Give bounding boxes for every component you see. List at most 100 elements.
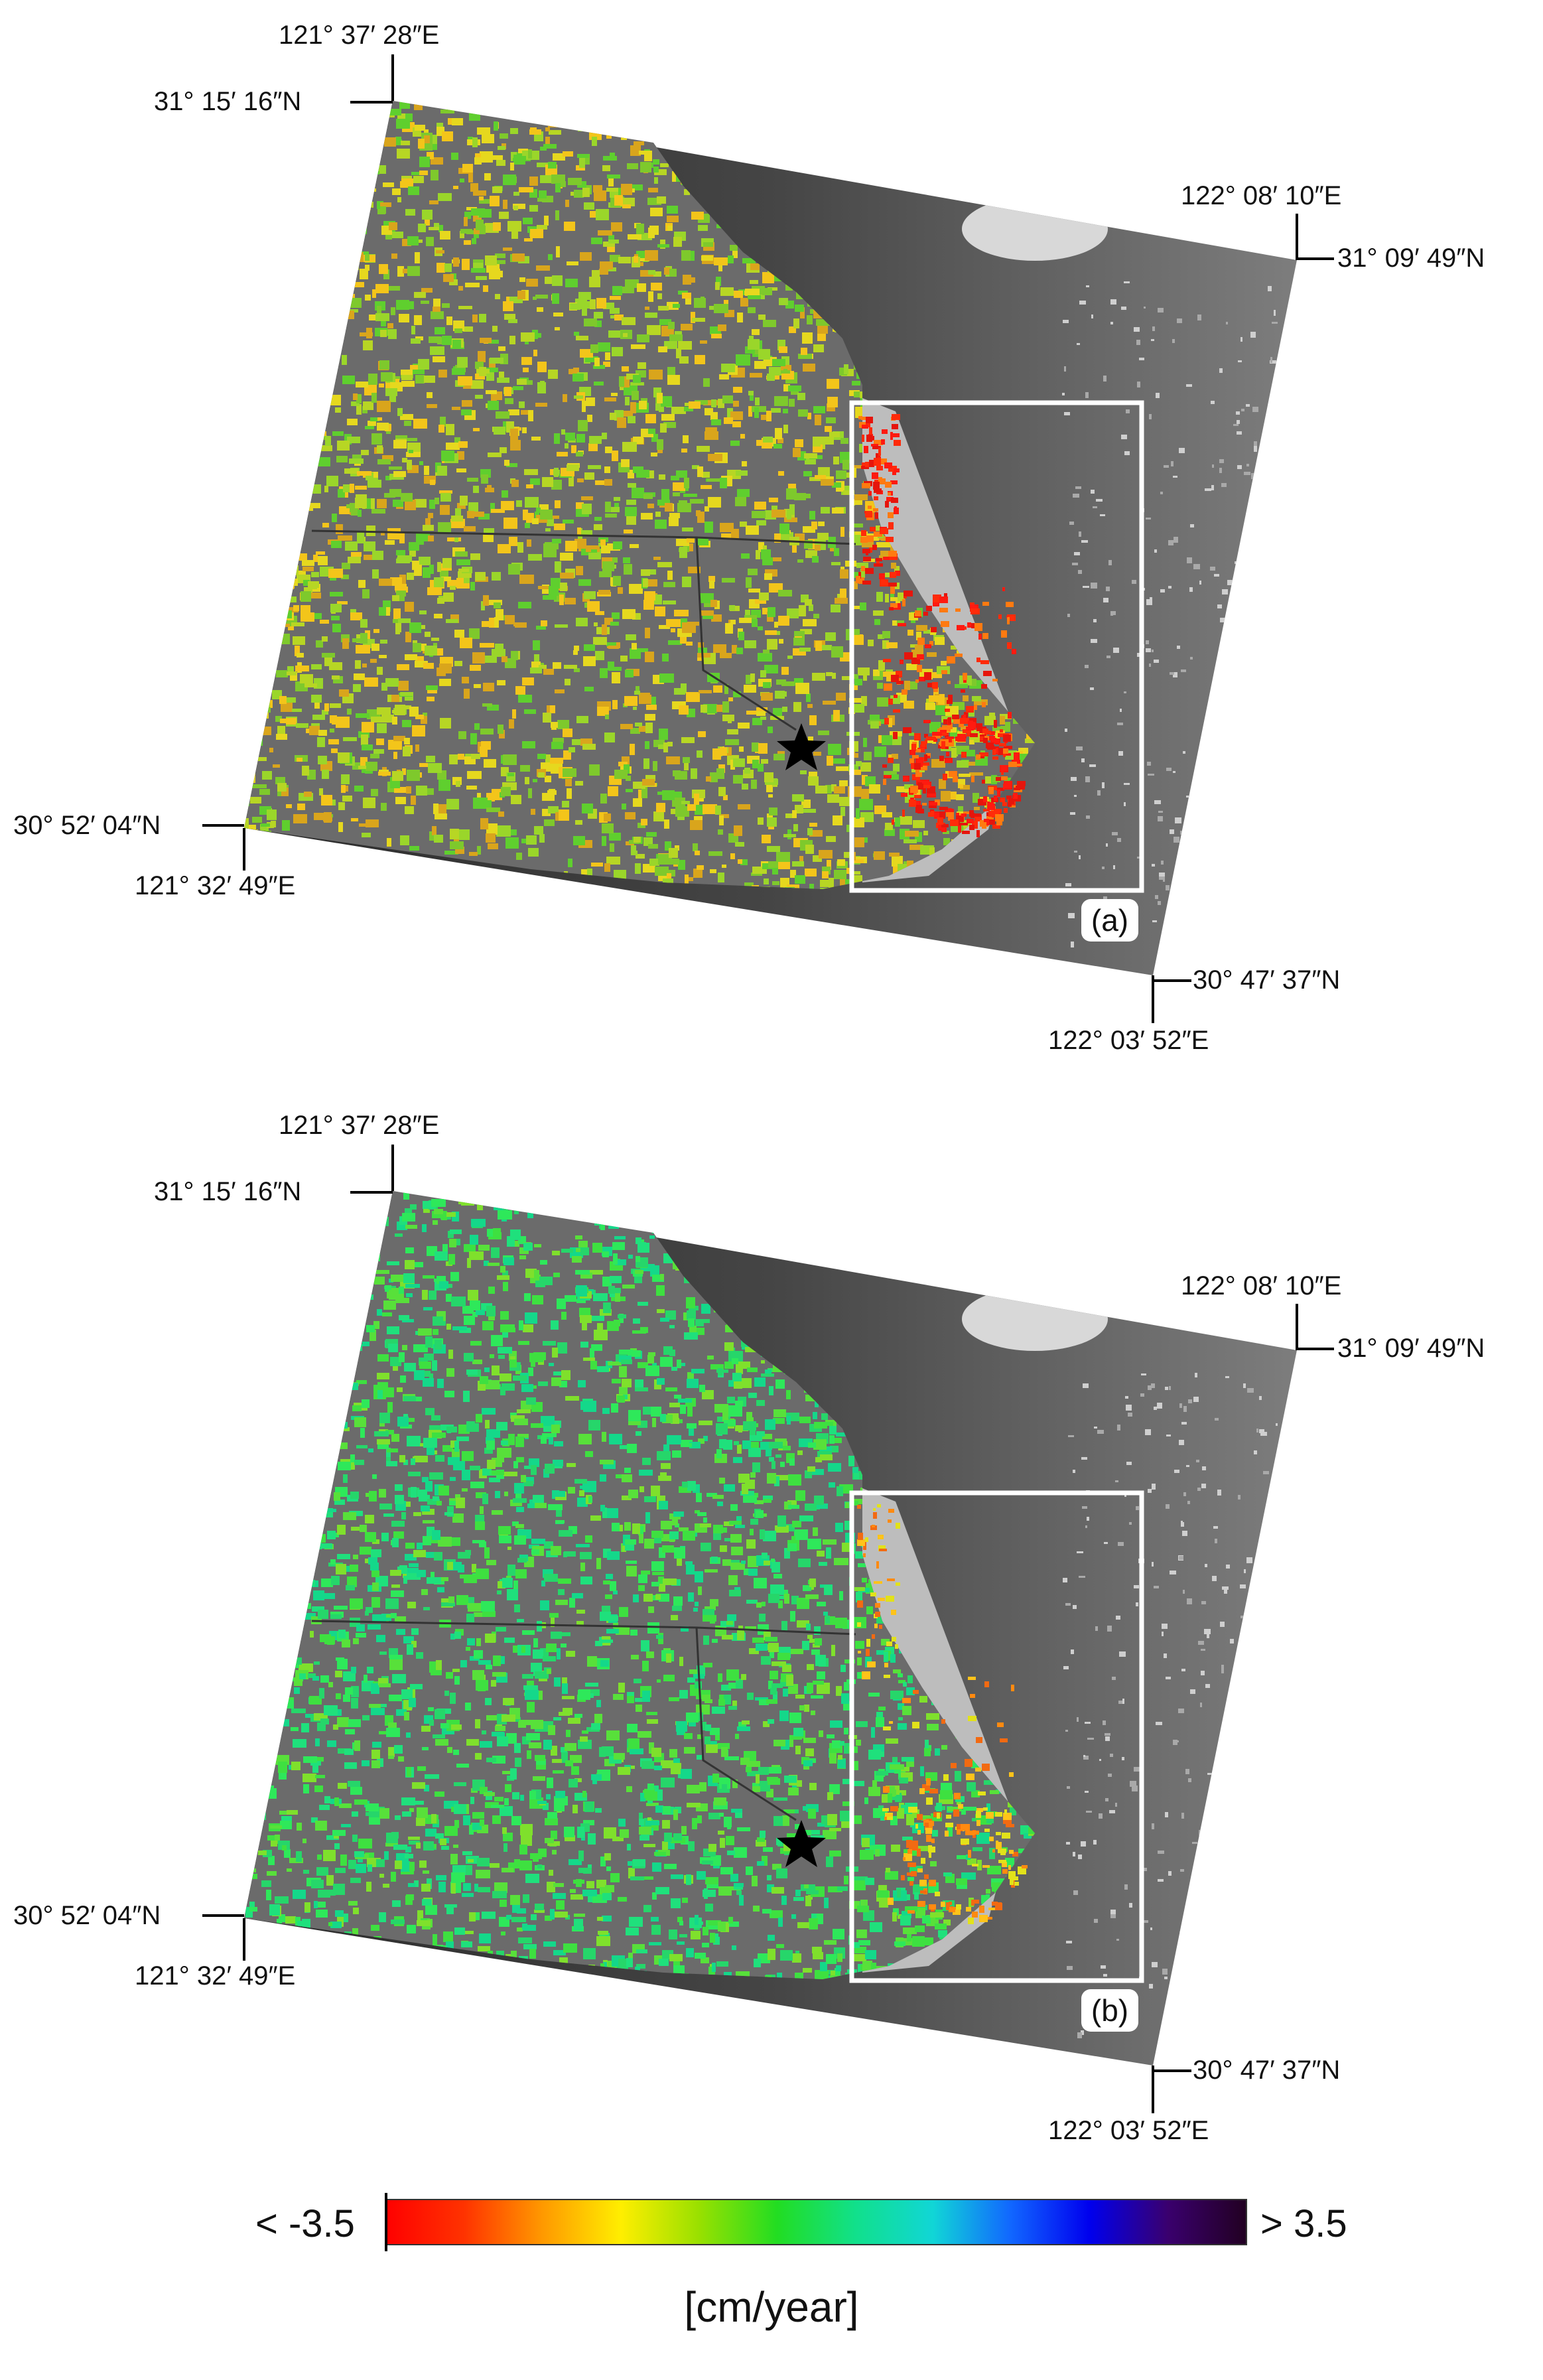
velocity-pixel: [676, 539, 689, 546]
velocity-pixel: [356, 404, 362, 415]
velocity-pixel: [826, 836, 836, 842]
velocity-pixel: [758, 542, 764, 552]
velocity-pixel: [343, 119, 356, 124]
velocity-pixel: [669, 334, 683, 341]
velocity-pixel: [560, 553, 573, 561]
velocity-pixel: [370, 417, 379, 421]
velocity-pixel: [739, 618, 752, 623]
velocity-pixel: [433, 356, 445, 362]
velocity-pixel: [332, 431, 344, 436]
velocity-pixel: [889, 853, 900, 857]
velocity-pixel: [588, 553, 601, 559]
velocity-pixel: [381, 683, 387, 691]
velocity-pixel: [249, 393, 259, 398]
velocity-pixel: [567, 788, 572, 799]
velocity-pixel: [653, 557, 661, 560]
velocity-pixel: [591, 549, 597, 555]
velocity-pixel: [343, 737, 357, 741]
velocity-pixel: [806, 693, 811, 702]
velocity-pixel: [604, 733, 615, 742]
velocity-pixel: [608, 786, 618, 796]
velocity-pixel: [812, 556, 819, 563]
velocity-pixel: [250, 322, 255, 331]
velocity-pixel: [430, 480, 435, 485]
velocity-pixel: [528, 848, 539, 857]
velocity-pixel: [412, 725, 425, 736]
coastal-pixel: [871, 444, 878, 447]
velocity-pixel: [617, 417, 626, 428]
velocity-pixel: [298, 231, 312, 239]
velocity-pixel: [415, 661, 428, 667]
coastal-pixel: [865, 462, 869, 467]
velocity-pixel: [312, 409, 320, 419]
velocity-pixel: [782, 125, 793, 133]
velocity-pixel: [846, 157, 856, 165]
velocity-pixel: [1017, 101, 1030, 104]
velocity-pixel: [351, 902, 355, 914]
velocity-pixel: [392, 771, 403, 781]
coastal-pixel: [863, 557, 871, 561]
velocity-pixel: [401, 178, 413, 186]
velocity-pixel: [437, 466, 447, 476]
coastal-pixel: [896, 681, 904, 684]
velocity-pixel: [1090, 169, 1097, 175]
velocity-pixel: [684, 189, 690, 195]
velocity-pixel: [736, 354, 750, 366]
coastal-pixel: [893, 732, 898, 739]
coastal-pixel: [1000, 798, 1005, 802]
velocity-pixel: [850, 606, 860, 609]
velocity-pixel: [653, 912, 657, 920]
coastal-pixel: [1001, 630, 1007, 638]
velocity-pixel: [990, 143, 1004, 149]
sea-speckle: [1124, 691, 1126, 693]
velocity-pixel: [529, 176, 538, 186]
velocity-pixel: [612, 451, 618, 461]
velocity-pixel: [464, 577, 470, 583]
velocity-pixel: [653, 159, 659, 165]
velocity-pixel: [244, 133, 245, 140]
velocity-pixel: [431, 157, 443, 165]
velocity-pixel: [685, 295, 691, 305]
velocity-pixel: [909, 733, 914, 736]
velocity-pixel: [720, 523, 734, 532]
velocity-pixel: [585, 154, 590, 165]
velocity-pixel: [911, 153, 918, 160]
velocity-pixel: [398, 618, 411, 623]
velocity-pixel: [738, 804, 750, 809]
velocity-pixel: [693, 843, 698, 851]
velocity-pixel: [764, 128, 769, 133]
velocity-pixel: [1022, 178, 1034, 182]
velocity-pixel: [819, 437, 834, 445]
coastal-pixel: [993, 749, 996, 753]
velocity-pixel: [423, 788, 434, 795]
coastal-pixel: [886, 537, 894, 542]
velocity-pixel: [249, 265, 260, 275]
panel-b: (b) 121° 37′ 28″E 31° 15′ 16″N 122° 08′ …: [0, 1090, 1543, 2185]
velocity-pixel: [718, 324, 726, 331]
velocity-pixel: [435, 813, 447, 819]
velocity-pixel: [968, 762, 975, 766]
velocity-pixel: [610, 191, 618, 198]
velocity-pixel: [273, 198, 281, 202]
velocity-pixel: [704, 431, 718, 440]
velocity-pixel: [836, 766, 849, 771]
coastal-pixel: [858, 577, 864, 584]
velocity-pixel: [687, 538, 695, 543]
velocity-pixel: [909, 845, 923, 850]
velocity-pixel: [306, 894, 317, 900]
velocity-pixel: [308, 581, 319, 588]
velocity-pixel: [407, 460, 412, 470]
coastal-pixel: [996, 788, 1004, 791]
velocity-pixel: [320, 855, 324, 859]
sea-speckle: [1201, 1649, 1205, 1651]
velocity-pixel: [511, 230, 518, 239]
velocity-pixel: [307, 770, 316, 780]
sea-speckle: [1148, 774, 1154, 776]
coastal-pixel: [888, 699, 893, 705]
velocity-pixel: [542, 477, 553, 487]
velocity-pixel: [956, 794, 964, 800]
sea-speckle: [1190, 657, 1193, 660]
sea-speckle: [1089, 764, 1096, 767]
velocity-pixel: [540, 175, 551, 183]
velocity-pixel: [474, 684, 481, 688]
